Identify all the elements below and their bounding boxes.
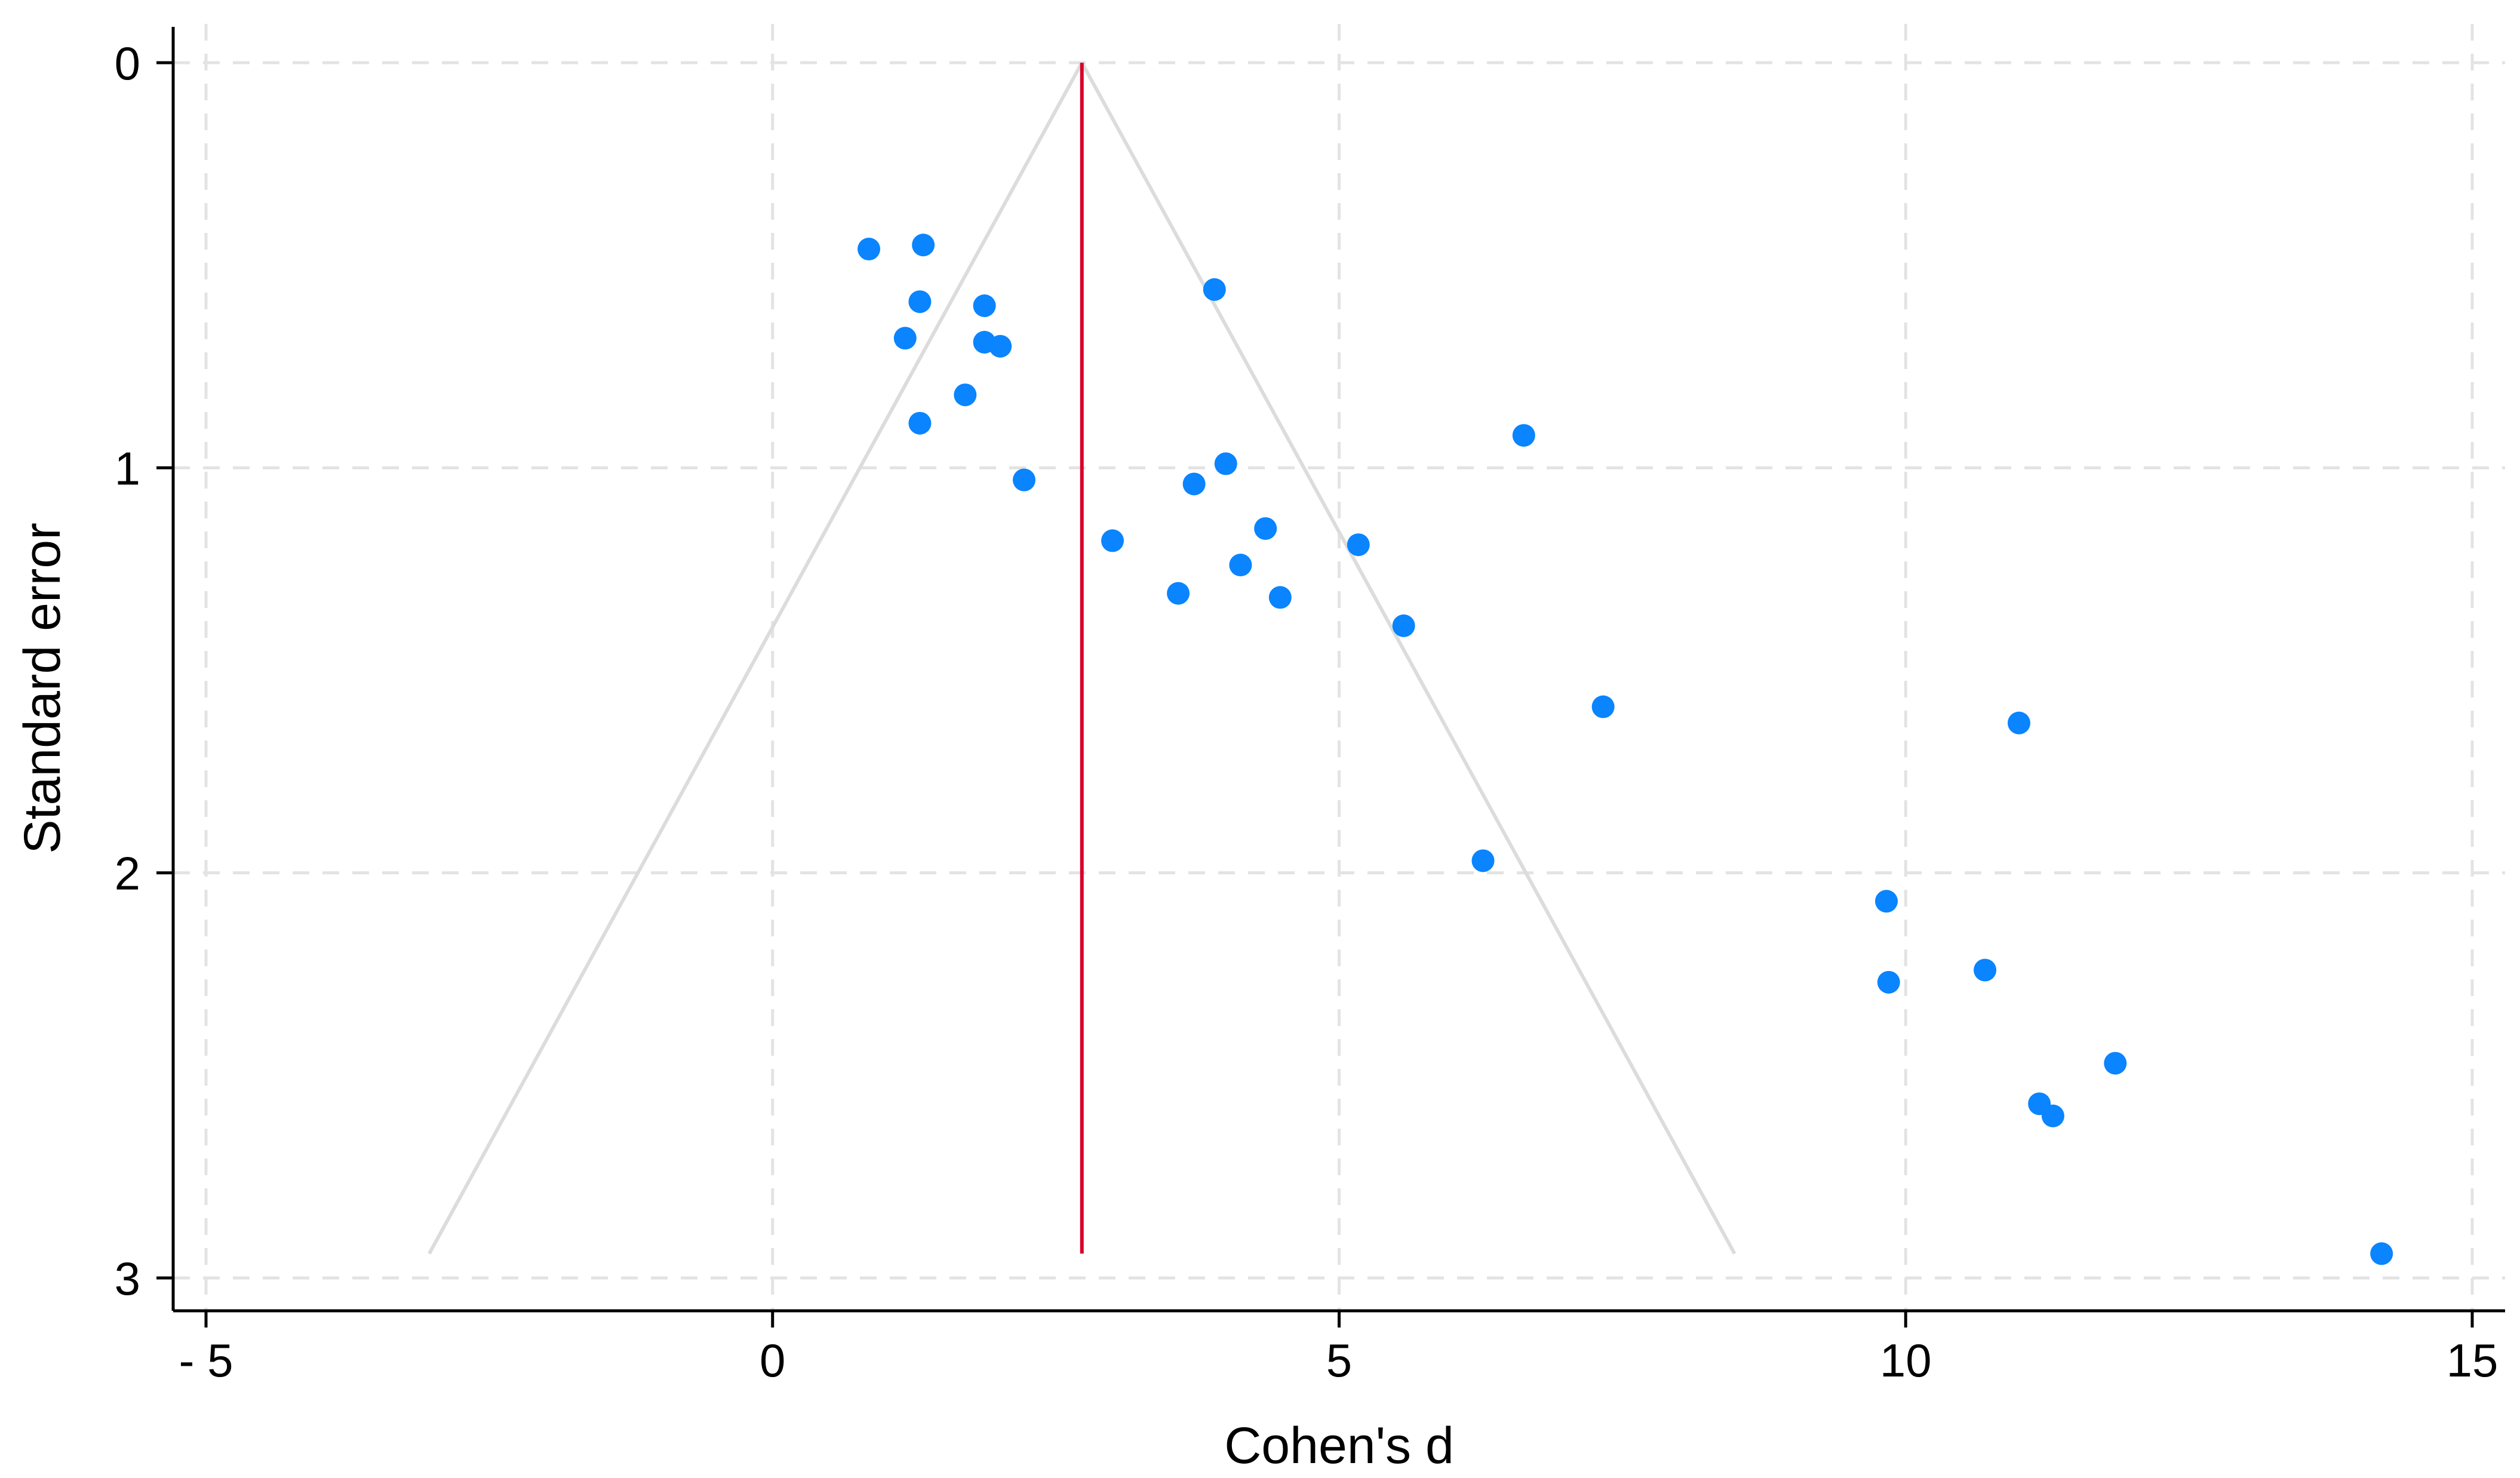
y-tick-label: 3 [115, 1252, 140, 1305]
funnel-left-line [428, 62, 1084, 1255]
data-point [1268, 586, 1292, 609]
data-point [1254, 517, 1277, 540]
data-point [908, 290, 932, 314]
data-point [1591, 695, 1615, 718]
data-point [1877, 970, 1900, 994]
y-tick-label: 2 [115, 847, 140, 900]
data-point [908, 411, 932, 435]
data-point [858, 238, 881, 261]
data-point [1203, 278, 1226, 301]
data-point [973, 294, 996, 317]
y-axis-title: Standard error [14, 523, 71, 854]
grid-lines [173, 24, 2505, 1311]
data-point [1347, 533, 1370, 557]
data-point [989, 334, 1012, 358]
study-points [858, 233, 2393, 1265]
funnel-right-line [1080, 62, 1737, 1255]
data-point [2041, 1104, 2064, 1127]
data-point [1214, 452, 1237, 475]
data-point [912, 233, 935, 257]
data-point [1012, 468, 1035, 491]
x-tick-label: 15 [2447, 1334, 2499, 1387]
y-tick-label: 1 [115, 442, 140, 494]
data-point [1182, 472, 1206, 496]
data-point [2104, 1052, 2127, 1075]
data-point [1229, 554, 1252, 577]
data-point [1974, 958, 1997, 982]
x-axis-title: Cohen's d [1224, 1417, 1454, 1474]
pseudo-confidence-funnel [428, 62, 1737, 1255]
data-point [954, 383, 977, 407]
x-tick-label: 0 [760, 1334, 785, 1387]
data-point [1471, 849, 1495, 872]
data-point [1874, 890, 1898, 913]
data-point [1392, 614, 1415, 637]
x-axis-ticks: - 5 0 5 10 15 [179, 1311, 2498, 1387]
data-point [893, 327, 917, 350]
data-point [2370, 1242, 2393, 1265]
y-tick-label: 0 [115, 37, 140, 90]
data-point [2008, 711, 2030, 735]
y-axis-ticks: 0 1 2 3 [115, 37, 173, 1305]
data-point [1512, 424, 1535, 447]
data-point [1167, 582, 1190, 605]
data-point [1101, 529, 1124, 552]
x-tick-label: 10 [1880, 1334, 1932, 1387]
x-tick-label: - 5 [179, 1334, 233, 1387]
x-tick-label: 5 [1326, 1334, 1352, 1387]
